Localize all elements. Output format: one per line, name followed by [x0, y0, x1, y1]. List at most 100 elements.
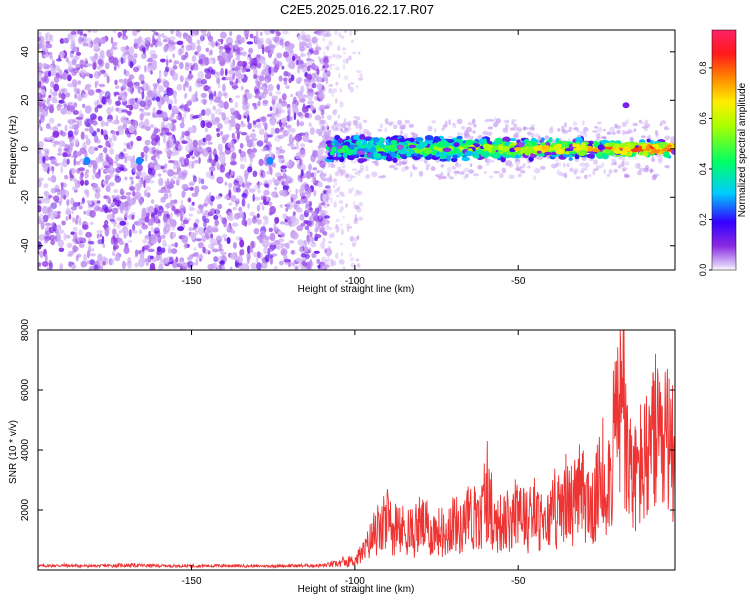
spectrogram-cell: [670, 139, 675, 145]
spectrogram-cell: [584, 174, 588, 180]
spectrogram-cell: [115, 115, 119, 121]
spectrogram-cell: [92, 30, 98, 33]
spectrogram-cell: [638, 119, 642, 124]
spectrogram-cell: [88, 265, 95, 270]
spectrogram-cell: [359, 167, 365, 172]
spectrogram-cell: [58, 99, 65, 104]
spectrogram-cell: [401, 166, 407, 172]
spectrogram-cell: [319, 263, 323, 270]
spectrogram-cell: [653, 173, 660, 177]
spectrogram-cell: [189, 186, 194, 191]
spectrogram-cell: [38, 157, 42, 164]
spectrogram-cell: [247, 122, 252, 130]
spectrogram-cell: [234, 101, 239, 109]
spectrogram-cell: [79, 31, 83, 36]
spectrogram-cell: [138, 178, 143, 185]
spectrogram-cell: [244, 89, 250, 93]
spectrogram-cell: [70, 154, 75, 158]
spectrogram-cell: [78, 237, 84, 242]
spectrogram-cell: [353, 204, 359, 210]
spectrogram-cell: [153, 31, 158, 36]
spectrogram-cell: [333, 109, 338, 113]
spectrogram-cell: [288, 60, 296, 70]
spectrogram-cell: [501, 145, 509, 152]
spectrogram-cell: [283, 77, 288, 82]
spectrogram-cell: [297, 34, 302, 41]
spectrogram-cell: [173, 97, 178, 105]
spectrogram-cell: [265, 197, 269, 202]
spectrogram-cell: [423, 158, 428, 164]
spectrogram-cell: [119, 220, 127, 226]
spectrogram-cell: [63, 104, 68, 109]
spectrogram-cell: [38, 36, 41, 42]
spectrogram-cell: [197, 204, 204, 210]
spectrogram-cell: [568, 126, 573, 131]
spectrogram-cell: [340, 169, 346, 175]
spectrogram-cell: [275, 102, 283, 111]
spectrogram-cell: [351, 160, 357, 164]
spectrogram-cell: [491, 152, 500, 159]
spectrogram-cell: [264, 236, 270, 241]
spectrogram-cell: [334, 30, 338, 35]
spectrogram-cell: [514, 131, 520, 136]
spectrogram-cell: [217, 203, 223, 210]
spectrogram-cell: [139, 108, 144, 112]
spectrogram-cell: [259, 202, 264, 206]
spectrogram-cell: [89, 259, 95, 266]
spectrogram-cell: [285, 85, 290, 89]
spectrogram-cell: [225, 47, 232, 54]
spectrogram-cell: [326, 45, 330, 51]
spectrogram-cell: [327, 254, 330, 260]
spectrogram-cell: [319, 104, 325, 113]
x-tick-label: -150: [182, 276, 202, 287]
spectrogram-cell: [229, 107, 235, 113]
spectrogram-cell: [536, 156, 544, 160]
spectrogram-cell: [452, 154, 458, 159]
spectrogram-cell: [158, 263, 164, 270]
spectrogram-cell: [225, 68, 228, 76]
spectrogram-cell: [329, 232, 336, 238]
spectrogram-cell: [339, 210, 342, 213]
spectrogram-cell: [179, 61, 184, 70]
spectrogram-cell: [171, 205, 176, 212]
spectrogram-cell: [335, 81, 339, 86]
spectrogram-cell: [622, 167, 628, 171]
spectrogram-cell: [89, 253, 96, 257]
spectrogram-cell: [564, 122, 567, 128]
spectrogram-cell: [170, 212, 173, 218]
spectrogram-cell: [328, 250, 333, 253]
spectrogram-cell: [186, 154, 191, 159]
spectrogram-cell: [610, 162, 617, 166]
spectrogram-cell: [587, 145, 593, 152]
spectrogram-cell: [624, 131, 630, 135]
spectrogram-cell: [238, 148, 242, 154]
spectrogram-cell: [70, 197, 75, 205]
spectrogram-cell: [176, 84, 183, 91]
spectrogram-cell: [268, 227, 273, 233]
spectrogram-cell: [165, 59, 169, 67]
spectrogram-cell: [295, 155, 300, 160]
spectrogram-cell: [120, 85, 127, 91]
spectrogram-cell: [257, 100, 261, 107]
spectrogram-cell: [205, 171, 212, 178]
spectrogram-cell: [494, 137, 503, 144]
colorbar-tick-label: 0.8: [698, 62, 708, 75]
spectrogram-cell: [94, 106, 99, 113]
spectrogram-cell: [78, 205, 83, 210]
spectrogram-cell: [85, 169, 90, 174]
spectrogram-cell: [646, 138, 651, 143]
spectrogram-cell: [456, 118, 463, 125]
spectrogram-cell: [649, 168, 653, 174]
spectrogram-cell: [103, 147, 108, 154]
spectrogram-cell: [670, 136, 675, 141]
spectrogram-cell: [74, 93, 77, 99]
spectrogram-cell: [482, 130, 489, 136]
spectrogram-cell: [57, 229, 65, 234]
spectrogram-cell: [255, 119, 261, 123]
spectrogram-cell: [188, 181, 195, 187]
spectrogram-cell: [617, 164, 622, 169]
spectrogram-cell: [68, 261, 72, 268]
spectrogram-cell: [45, 253, 48, 260]
spectrogram-cell: [131, 214, 135, 220]
spectrogram-cell: [68, 105, 75, 112]
